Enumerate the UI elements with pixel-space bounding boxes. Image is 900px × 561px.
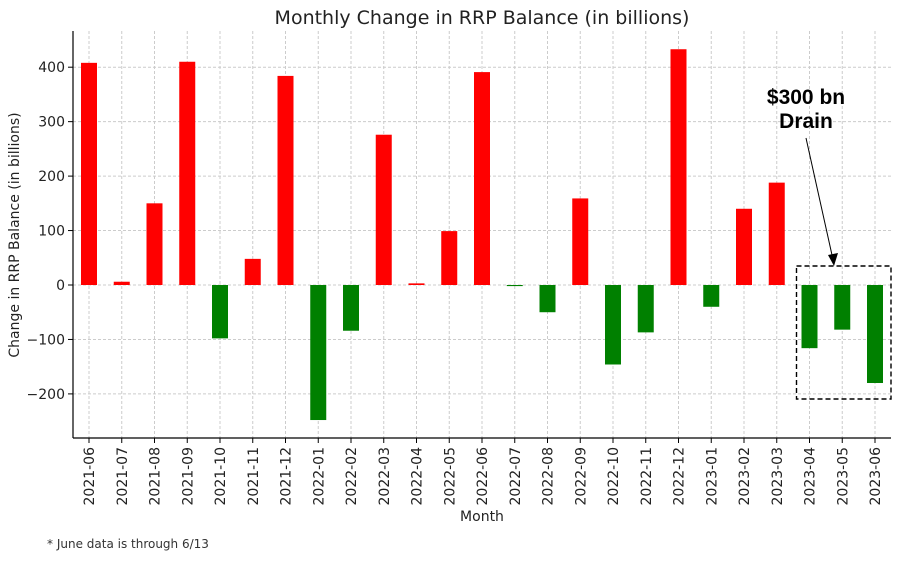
y-tick-label: −200 xyxy=(27,387,65,403)
chart-title: Monthly Change in RRP Balance (in billio… xyxy=(275,7,690,29)
y-tick-label: −100 xyxy=(27,332,65,348)
x-tick-label: 2023-01 xyxy=(704,447,720,506)
x-tick-label: 2022-01 xyxy=(311,447,327,506)
bar xyxy=(867,285,883,384)
bar xyxy=(343,285,359,331)
x-tick-label: 2021-12 xyxy=(279,447,295,506)
annotation-line2: Drain xyxy=(779,110,833,133)
bar xyxy=(703,285,720,307)
y-ticks: −200 −100 0 100 200 300 400 xyxy=(27,60,73,403)
x-tick-label: 2022-09 xyxy=(573,447,589,506)
x-tick-label: 2022-07 xyxy=(508,447,524,506)
bars xyxy=(81,49,883,421)
y-tick-label: 400 xyxy=(38,60,65,76)
x-tick-label: 2022-12 xyxy=(672,447,688,506)
annotation-arrow xyxy=(805,137,835,265)
bar xyxy=(572,198,589,285)
grid-lines xyxy=(73,31,891,438)
x-tick-label: 2021-10 xyxy=(213,447,229,506)
x-tick-label: 2023-05 xyxy=(835,447,851,506)
bar xyxy=(506,285,523,287)
x-tick-label: 2021-08 xyxy=(148,447,164,506)
x-tick-label: 2023-03 xyxy=(770,447,786,506)
x-tick-label: 2022-04 xyxy=(410,447,426,506)
y-axis-label: Change in RRP Balance (in billions) xyxy=(7,112,23,357)
x-tick-label: 2021-06 xyxy=(82,447,98,506)
x-tick-label: 2022-06 xyxy=(475,447,491,506)
bar xyxy=(834,285,851,330)
x-axis-label: Month xyxy=(460,509,504,525)
bar xyxy=(81,62,97,286)
x-tick-label: 2022-08 xyxy=(541,447,557,506)
x-tick-label: 2022-02 xyxy=(344,447,360,506)
x-tick-label: 2022-05 xyxy=(442,447,458,506)
y-tick-label: 0 xyxy=(56,278,65,294)
x-tick-label: 2023-06 xyxy=(868,447,884,506)
bar xyxy=(212,285,228,339)
x-tick-label: 2022-03 xyxy=(377,447,393,506)
bar xyxy=(441,231,458,285)
x-tick-label: 2021-07 xyxy=(115,447,131,506)
x-tick-label: 2022-11 xyxy=(639,447,655,506)
highlight-box xyxy=(795,265,892,400)
bar xyxy=(474,72,490,286)
bar xyxy=(244,258,261,285)
drain-annotation: $300 bn Drain xyxy=(767,86,892,400)
x-tick-label: 2023-02 xyxy=(737,447,753,506)
bar xyxy=(408,283,425,285)
bar xyxy=(375,134,392,285)
annotation-arrowhead xyxy=(828,253,838,266)
bar xyxy=(310,285,327,421)
y-tick-label: 200 xyxy=(38,169,65,185)
annotation-line1: $300 bn xyxy=(767,86,845,109)
x-tick-label: 2022-10 xyxy=(606,447,622,506)
y-tick-label: 300 xyxy=(38,115,65,131)
bar xyxy=(146,203,163,285)
x-ticks: 2021-06 2021-07 2021-08 2021-09 2021-10 2021-… xyxy=(82,438,884,506)
bar xyxy=(670,49,687,285)
x-tick-label: 2021-11 xyxy=(246,447,262,506)
bar xyxy=(736,208,752,285)
x-tick-label: 2021-09 xyxy=(180,447,196,506)
bar xyxy=(277,75,294,285)
x-tick-label: 2023-04 xyxy=(803,447,819,506)
footnote: * June data is through 6/13 xyxy=(47,537,209,551)
bar xyxy=(768,182,785,285)
bar xyxy=(179,61,196,285)
bar xyxy=(801,285,818,349)
bar xyxy=(539,285,556,313)
bar xyxy=(605,285,621,365)
bar xyxy=(113,281,130,285)
bar xyxy=(637,285,654,333)
y-tick-label: 100 xyxy=(38,224,65,240)
